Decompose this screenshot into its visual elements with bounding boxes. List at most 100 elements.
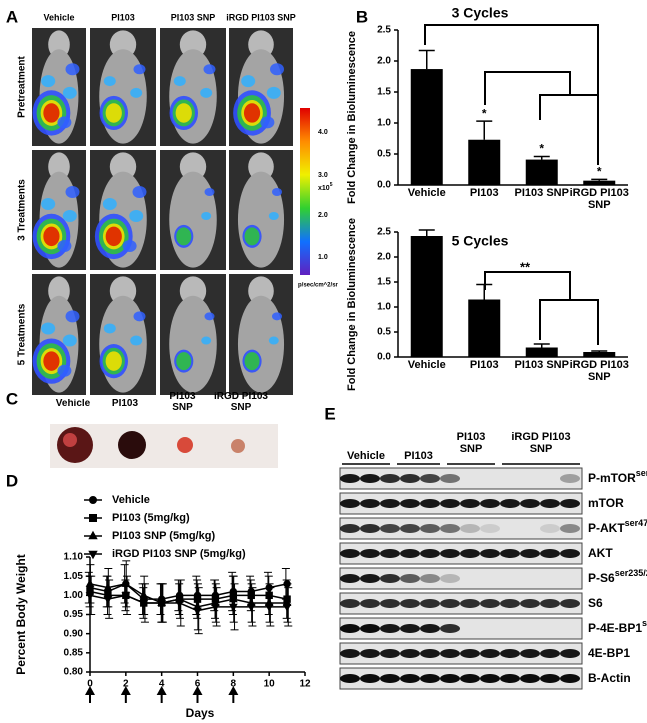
panel-label: A	[6, 7, 18, 26]
x-tick-label-box: PI103 SNP	[515, 188, 569, 199]
marker	[228, 603, 238, 612]
signal	[57, 240, 72, 252]
blot-band	[440, 499, 460, 508]
marker	[139, 590, 149, 599]
y-tick-label: 0.0	[377, 180, 391, 191]
legend-label: PI103 (5mg/kg)	[112, 512, 190, 524]
blot-band	[520, 549, 540, 558]
blot-label-name: P-S6	[588, 571, 615, 585]
blot-band	[480, 599, 500, 608]
blot-band	[420, 574, 440, 583]
y-tick-label: 0.95	[64, 609, 84, 620]
signal	[57, 116, 72, 129]
marker	[264, 603, 274, 612]
blot-band	[360, 524, 380, 533]
legend-label: iRGD PI103 SNP (5mg/kg)	[112, 548, 246, 560]
column-header: PI103 SNP	[171, 12, 216, 22]
blot-label-name: AKT	[588, 546, 613, 560]
blot-label: Β-Actin	[588, 671, 631, 685]
bar	[410, 69, 443, 185]
y-tick-label: 1.0	[377, 302, 391, 313]
blot-band	[440, 524, 460, 533]
signal	[130, 87, 143, 98]
y-tick-label: 2.0	[377, 252, 391, 263]
blot-band	[400, 599, 420, 608]
blot-band	[460, 549, 480, 558]
x-tick-label: Vehicle	[407, 188, 446, 199]
y-tick-label: 0.5	[377, 327, 391, 338]
signal	[201, 336, 212, 345]
blot-band	[540, 674, 560, 683]
significance-bracket	[539, 94, 598, 120]
marker	[228, 594, 238, 603]
bar	[410, 236, 443, 357]
colorbar-scale-exp: 5	[330, 182, 333, 188]
y-tick-label: 2.5	[377, 25, 391, 36]
blot-band	[380, 674, 400, 683]
y-tick-label: 1.5	[377, 277, 391, 288]
dosing-arrowhead	[156, 686, 167, 695]
dosing-arrowhead	[192, 686, 203, 695]
blot-band	[420, 649, 440, 658]
y-tick-label: 1.5	[377, 87, 391, 98]
blot-band	[360, 674, 380, 683]
legend-label: Vehicle	[112, 494, 150, 506]
blot-band	[400, 574, 420, 583]
blot-band	[400, 524, 420, 533]
blot-band	[440, 574, 460, 583]
marker	[157, 599, 167, 608]
blot-band	[360, 549, 380, 558]
blot-band	[400, 499, 420, 508]
colorbar	[300, 108, 310, 275]
colorbar-tick: 1.0	[318, 254, 328, 261]
lane-header-box: iRGD PI103 SNP	[511, 432, 571, 455]
blot-band	[460, 499, 480, 508]
marker	[103, 596, 113, 605]
signal	[102, 198, 117, 210]
signal	[105, 226, 122, 247]
blot-band	[560, 474, 580, 483]
significance-mark: **	[520, 259, 531, 274]
y-tick-label: 0.5	[377, 149, 391, 160]
blot-band	[520, 499, 540, 508]
blot-band	[340, 649, 360, 658]
blot-band	[380, 474, 400, 483]
blot-label-site: ser65	[642, 618, 647, 628]
legend-label: PI103 SNP (5mg/kg)	[112, 530, 215, 542]
blot-label: AKT	[588, 546, 613, 560]
dosing-arrowhead	[85, 686, 95, 695]
blot-band	[340, 624, 360, 633]
signal	[176, 227, 192, 246]
blot-band	[480, 524, 500, 533]
signal	[105, 103, 122, 123]
mouse-body	[169, 171, 217, 268]
blot-band	[380, 649, 400, 658]
sample-label: PI103	[111, 399, 139, 409]
blot-label: P-S6ser235/236	[588, 568, 647, 585]
column-header: PI103	[111, 12, 135, 22]
blot-band	[460, 649, 480, 658]
blot-label-name: S6	[588, 596, 603, 610]
blot-label-site: ser473	[625, 518, 647, 528]
blot-band	[460, 599, 480, 608]
signal	[270, 63, 284, 76]
y-tick-label: 0.85	[64, 647, 84, 658]
chart-title: 5 Cycles	[452, 233, 509, 249]
signal	[122, 240, 137, 252]
blot-band	[540, 499, 560, 508]
signal	[62, 86, 77, 99]
signal	[268, 212, 279, 220]
lane-header: PI103 SNP	[456, 432, 486, 455]
series-line	[89, 594, 288, 612]
blot-label-name: mTOR	[588, 496, 624, 510]
blot-band	[400, 674, 420, 683]
lane-header: iRGD PI103 SNP	[511, 432, 571, 455]
bar	[525, 159, 558, 185]
blot-label-name: 4E-BP1	[588, 646, 630, 660]
blot-band	[420, 499, 440, 508]
blot-label-site: ser2448	[636, 468, 647, 478]
y-axis-title: Fold Change in Bioluminescence	[346, 218, 358, 391]
x-tick-label: Vehicle	[407, 360, 446, 371]
